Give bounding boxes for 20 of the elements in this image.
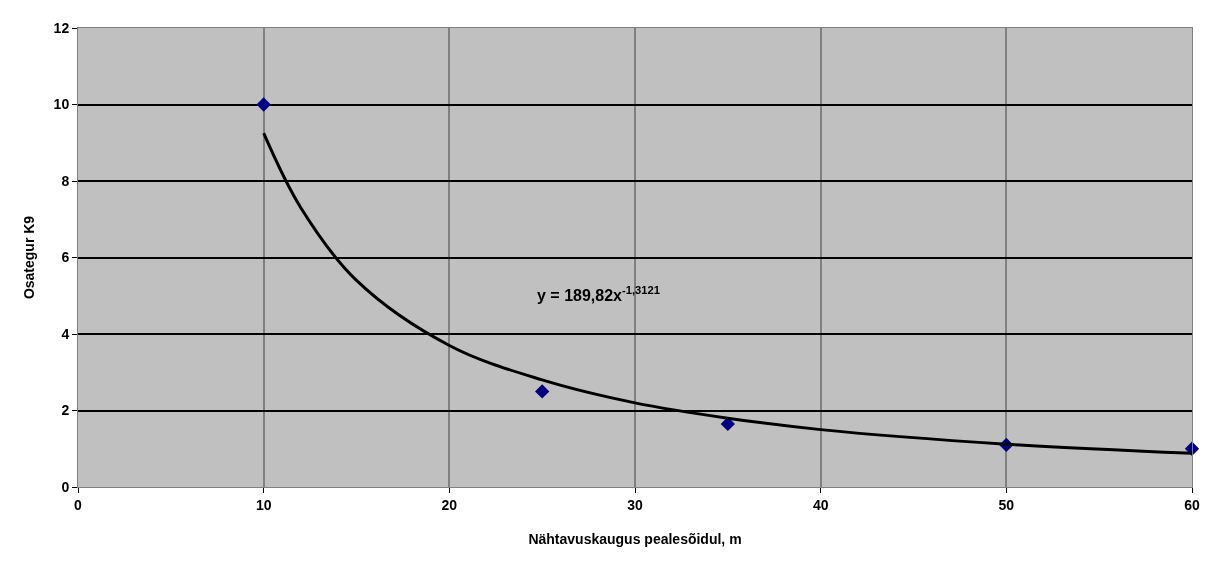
y-axis-title: Osategur K9 xyxy=(21,215,38,300)
y-tick-label: 4 xyxy=(61,325,70,342)
x-tick-label: 0 xyxy=(74,496,83,513)
x-axis-title: Nähtavuskaugus pealesõidul, m xyxy=(528,531,742,548)
point xyxy=(256,97,271,112)
x-tick-label: 10 xyxy=(255,496,272,513)
y-tick-label: 6 xyxy=(61,249,70,266)
x-tick-label: 50 xyxy=(998,496,1015,513)
y-tick-label: 2 xyxy=(61,402,70,419)
y-tick-label: 0 xyxy=(61,478,70,495)
point xyxy=(535,384,550,399)
x-tick-label: 60 xyxy=(1184,496,1200,513)
x-tick-label: 30 xyxy=(627,496,643,513)
point xyxy=(720,416,735,432)
y-tick-label: 10 xyxy=(53,96,70,113)
x-tick-label: 20 xyxy=(441,496,458,513)
y-tick-label: 12 xyxy=(53,19,70,36)
annotation: y = 189,82x$^{-1,3121}$ xyxy=(537,284,660,304)
y-tick-label: 8 xyxy=(61,172,70,189)
x-tick-label: 40 xyxy=(812,496,829,513)
